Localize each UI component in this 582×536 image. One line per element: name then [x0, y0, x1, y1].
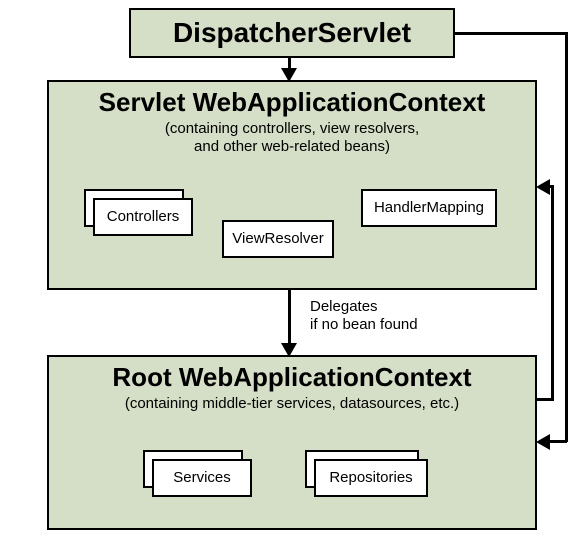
delegates-label-line2: if no bean found [310, 316, 418, 334]
arrow-inner-head [536, 179, 550, 195]
repositories-card-front: Repositories [314, 459, 428, 497]
delegates-label-line1: Delegates [310, 298, 418, 316]
arrow-servlet-to-root [288, 290, 291, 347]
root-webappcontext-box: Root WebApplicationContext (containing m… [47, 355, 537, 530]
root-ctx-subtitle: (containing middle-tier services, dataso… [49, 395, 535, 413]
repositories-stack: Repositories [305, 450, 435, 498]
dispatcher-servlet-box: DispatcherServlet [129, 8, 455, 58]
delegates-label: Delegates if no bean found [310, 298, 418, 334]
servlet-ctx-subtitle-2: and other web-related beans) [49, 138, 535, 156]
servlet-ctx-subtitle-1: (containing controllers, view resolvers, [49, 120, 535, 138]
services-stack: Services [143, 450, 253, 498]
root-ctx-title: Root WebApplicationContext [49, 361, 535, 393]
arrow-outer-h2 [547, 440, 567, 443]
servlet-webappcontext-box: Servlet WebApplicationContext (containin… [47, 80, 537, 290]
services-card-front: Services [152, 459, 252, 497]
controllers-card-front: Controllers [93, 198, 193, 236]
handler-mapping-box: HandlerMapping [361, 189, 497, 227]
controllers-stack: Controllers [84, 189, 194, 234]
servlet-ctx-title: Servlet WebApplicationContext [49, 86, 535, 118]
arrow-outer-h1 [455, 32, 568, 35]
arrow-outer-v [565, 32, 568, 442]
arrow-outer-head [536, 434, 550, 450]
arrow-inner-v [551, 185, 554, 401]
view-resolver-box: ViewResolver [222, 220, 334, 258]
